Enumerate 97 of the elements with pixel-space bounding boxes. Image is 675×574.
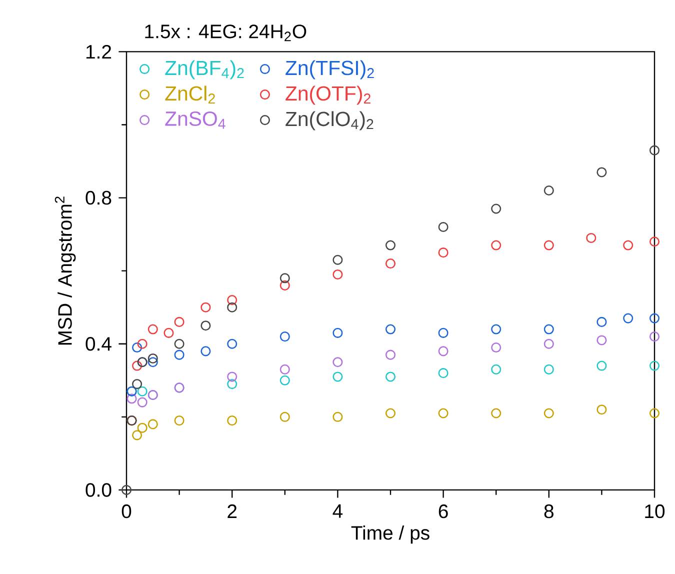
point [121, 484, 132, 496]
point [596, 316, 607, 328]
point [280, 364, 290, 375]
point [491, 240, 502, 250]
point [544, 324, 554, 334]
point [623, 240, 634, 250]
point [586, 233, 596, 244]
x-tick-label: 4 [332, 504, 343, 518]
point [649, 360, 660, 371]
point [148, 357, 158, 368]
point [438, 368, 448, 378]
point [332, 270, 343, 280]
point [148, 354, 158, 364]
point [200, 302, 211, 312]
y-tick-label: 1.2 [86, 45, 112, 59]
point [491, 408, 502, 418]
x-axis-title: Time / ps [351, 526, 430, 544]
point [200, 346, 211, 356]
point [385, 408, 396, 418]
chart-title: 1.5x : 4EG: 24H$_{2}$O [145, 24, 306, 42]
point [596, 360, 607, 371]
point [132, 360, 142, 371]
point [148, 419, 158, 430]
point [491, 324, 502, 334]
point [332, 328, 343, 338]
point [174, 350, 184, 360]
point [174, 416, 184, 426]
point [332, 372, 343, 382]
point [164, 328, 174, 338]
point [280, 412, 290, 422]
point [280, 273, 290, 284]
legend-label: Zn(OTF)$_{2}$ [286, 86, 370, 105]
y-tick-label: 0.0 [86, 483, 112, 497]
point [227, 416, 238, 426]
point [132, 379, 142, 390]
point [385, 324, 396, 334]
point [137, 386, 148, 396]
point [200, 320, 211, 331]
point [137, 422, 148, 433]
point [385, 240, 396, 250]
point [491, 204, 502, 214]
point [174, 338, 184, 349]
point [137, 397, 148, 408]
point [596, 167, 607, 178]
point [132, 342, 142, 353]
point [332, 254, 343, 265]
point [137, 338, 148, 349]
point [438, 408, 448, 418]
point [596, 335, 607, 346]
point [132, 430, 142, 440]
point [623, 313, 634, 324]
x-tick-label: 6 [438, 504, 448, 518]
point [280, 332, 290, 342]
x-tick-label: 8 [544, 504, 554, 518]
x-tick-label: 2 [228, 504, 237, 518]
point [544, 186, 554, 196]
point [332, 412, 343, 422]
point [649, 236, 660, 247]
point [649, 313, 660, 324]
x-tick-label: 10 [645, 504, 665, 518]
point [438, 222, 448, 232]
legend-label: Zn(BF$_{4}$)$_{2}$ [165, 60, 244, 80]
legend-label: ZnSO$_{4}$ [165, 112, 226, 129]
point [544, 364, 554, 375]
legend-label: Zn(TFSI)$_{2}$ [286, 60, 374, 80]
point [227, 302, 238, 312]
legend-label: ZnCl$_{2}$ [165, 86, 215, 104]
point [649, 332, 660, 342]
point [227, 295, 238, 306]
point [280, 375, 290, 386]
y-tick-label: 0.8 [86, 190, 112, 205]
point [544, 338, 554, 349]
point [385, 258, 396, 269]
point [491, 364, 502, 375]
point [280, 280, 290, 291]
point [174, 316, 184, 328]
point [438, 248, 448, 258]
point [491, 342, 502, 353]
x-tick-label: 0 [122, 504, 132, 518]
point [385, 372, 396, 382]
point [596, 404, 607, 415]
legend-label: Zn(ClO$_{4}$)$_{2}$ [286, 111, 374, 130]
y-axis-title: MSD / Angstrom$^{2}$ [54, 196, 76, 345]
point [332, 357, 343, 368]
point [126, 394, 137, 404]
point [227, 372, 238, 382]
point [227, 379, 238, 390]
point [227, 338, 238, 349]
point [649, 408, 660, 418]
point [544, 240, 554, 250]
point [438, 346, 448, 356]
point [385, 350, 396, 360]
point [438, 328, 448, 338]
point [544, 408, 554, 418]
point [148, 324, 158, 334]
point [649, 145, 660, 156]
y-tick-label: 0.4 [86, 337, 112, 351]
